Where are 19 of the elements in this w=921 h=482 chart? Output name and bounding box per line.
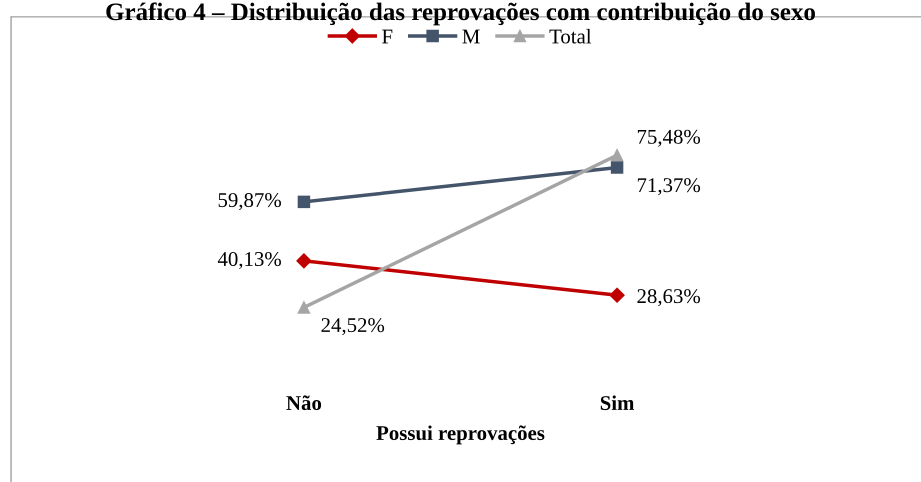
data-label: 28,63% (637, 289, 700, 306)
point (610, 149, 624, 162)
data-label: 24,52% (322, 318, 384, 336)
legend-label: M (462, 30, 480, 44)
point (298, 301, 310, 314)
x-axis-title: Possui reprovações (376, 425, 544, 444)
data-label: 40,13% (218, 252, 281, 270)
x-tick-label: Não (286, 395, 322, 410)
legend-label: Total (549, 28, 592, 44)
data-label: 75,48% (638, 130, 700, 147)
point (610, 288, 625, 303)
point (610, 161, 624, 174)
point (298, 196, 310, 208)
x-tick-label: Sim (600, 395, 634, 410)
chart-title: Gráfico 4 – Distribuição das reprovações com contribuição do sexo (106, 2, 815, 26)
point (296, 253, 312, 268)
data-label: 71,37% (638, 178, 700, 196)
legend-label: F (382, 30, 392, 44)
data-label: 59,87% (218, 193, 281, 210)
